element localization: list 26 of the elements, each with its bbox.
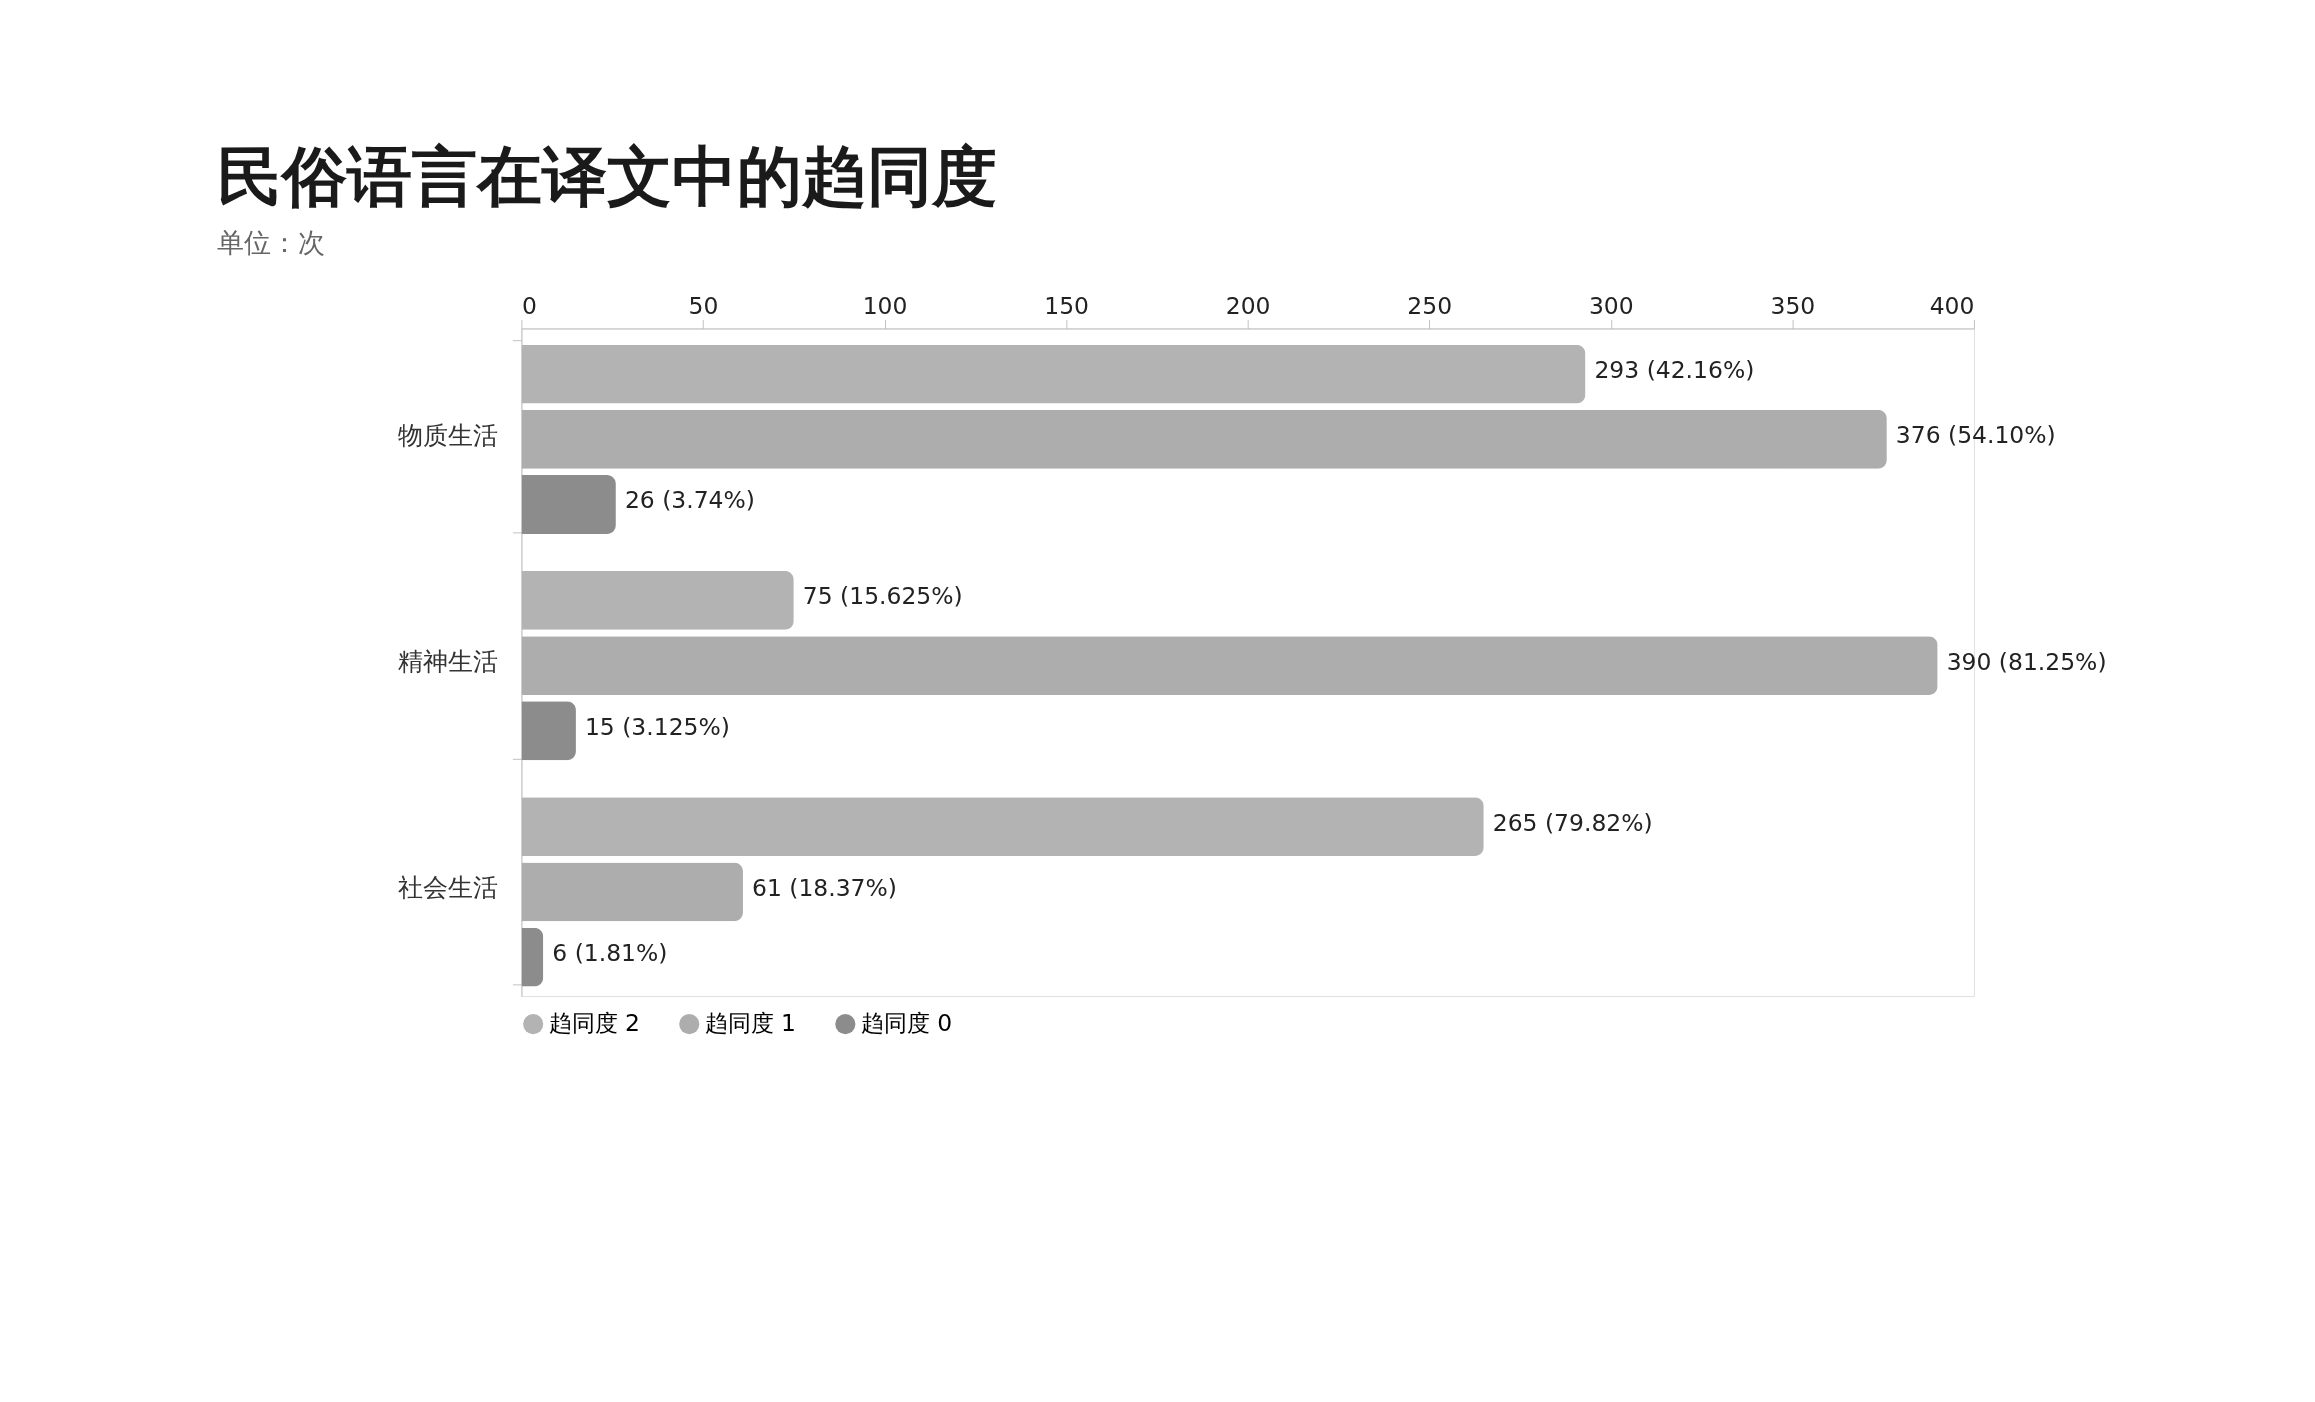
data-label: 390 (81.25%) [1946,647,2107,676]
text: 单位：次 [216,226,325,258]
x-tick-label: 350 [1770,291,1816,320]
y-tick-label: 精神生活 [398,646,499,676]
x-tick-label: 300 [1588,291,1634,320]
legend-label: 趋同度 0 [860,1009,953,1038]
x-tick-label: 100 [862,291,908,320]
legend-label: 趋同度 2 [548,1009,640,1038]
x-tick-label: 250 [1407,291,1453,320]
y-tick-label: 社会生活 [398,873,499,903]
x-tick-label: 150 [1044,291,1089,320]
chart-title: 民俗语言在译文中的趋同度 [216,138,997,214]
data-label: 61 (18.37%) [751,873,897,902]
x-tick-label: 200 [1225,291,1271,320]
y-tick-label: 物质生活 [398,420,499,450]
data-label: 6 (1.81%) [552,939,668,968]
x-tick-label: 0 [521,291,537,320]
data-label: 376 (54.10%) [1895,421,2056,450]
data-label: 265 (79.82%) [1492,808,1653,837]
x-tick-label: 400 [1929,291,1975,320]
data-label: 15 (3.125%) [584,712,730,741]
data-label: 75 (15.625%) [802,582,963,611]
x-tick-label: 50 [688,291,719,320]
data-label: 26 (3.74%) [624,486,755,515]
legend-label: 趋同度 1 [704,1009,796,1038]
data-label: 293 (42.16%) [1594,356,1755,385]
